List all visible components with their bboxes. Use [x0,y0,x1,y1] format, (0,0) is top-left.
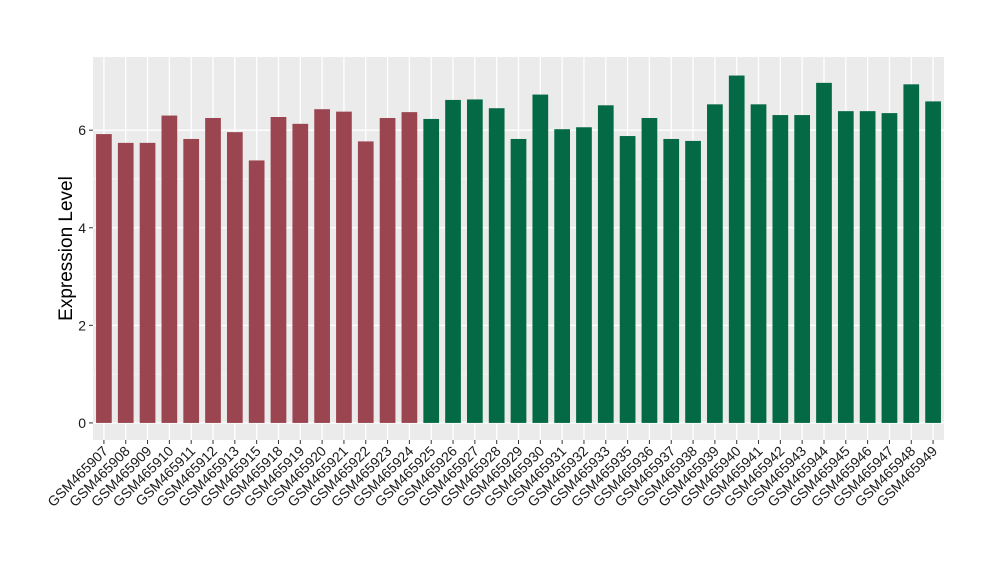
bar-GSM465939 [707,104,723,423]
bar-GSM465913 [226,132,243,423]
bar-GSM465936 [641,117,658,423]
bar-GSM465940 [728,75,745,423]
bars [96,75,941,423]
bar-GSM465933 [597,105,614,423]
bar-GSM465929 [510,138,527,423]
bar-GSM465915 [248,160,265,423]
bar-GSM465926 [445,99,461,423]
bar-GSM465941 [750,104,767,423]
y-tick-label: 2 [78,317,86,333]
y-axis-title: Expression Level [56,176,77,321]
bar-GSM465922 [357,141,374,423]
bar-GSM465942 [772,115,789,423]
bar-GSM465909 [139,142,156,423]
x-axis: GSM465907GSM465908GSM465909GSM465910GSM4… [44,440,940,510]
bar-GSM465946 [859,111,876,423]
bar-GSM465925 [423,118,440,423]
y-tick-label: 6 [78,122,86,138]
bar-GSM465932 [576,127,592,423]
bar-GSM465924 [401,112,418,423]
bar-GSM465938 [685,140,701,423]
bar-GSM465930 [532,94,549,423]
bar-GSM465931 [554,129,570,423]
bar-GSM465928 [488,108,505,423]
bar-GSM465921 [336,111,352,423]
bar-GSM465920 [314,109,330,423]
bar-GSM465910 [161,115,178,423]
bar-GSM465943 [794,115,811,423]
bar-GSM465923 [379,117,396,423]
bar-GSM465937 [663,138,680,423]
bar-GSM465947 [881,113,898,423]
bar-GSM465944 [816,82,832,423]
bar-GSM465918 [270,117,287,423]
bar-GSM465948 [903,84,920,423]
bar-GSM465935 [619,136,636,423]
bar-GSM465911 [183,138,200,423]
bar-GSM465919 [292,123,309,423]
bar-GSM465912 [205,117,221,423]
y-axis: 0 2 4 6 [78,122,93,431]
bar-GSM465945 [837,111,854,423]
bar-GSM465927 [467,99,483,423]
y-tick-label: 0 [78,415,86,431]
y-tick-label: 4 [78,220,86,236]
bar-GSM465908 [117,142,134,423]
bar-GSM465949 [925,101,941,423]
bar-GSM465907 [96,134,112,423]
